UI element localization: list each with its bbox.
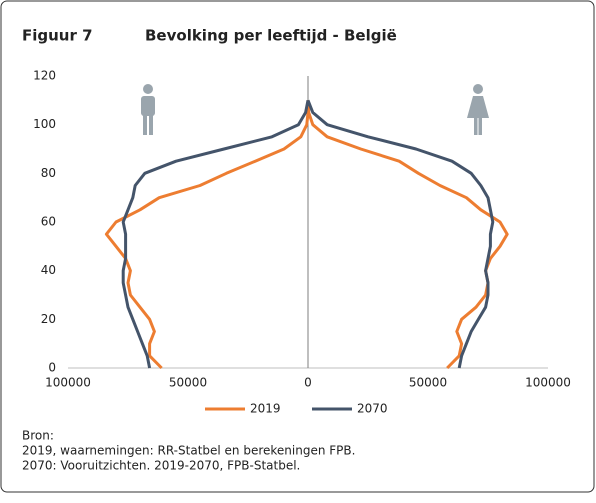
population-line — [121, 100, 310, 369]
figure-label: Figuur 7 — [22, 27, 93, 45]
x-tick-label: 50000 — [409, 376, 447, 390]
male-icon — [141, 84, 155, 135]
y-tick-label: 120 — [33, 69, 56, 83]
y-tick-label: 40 — [41, 263, 56, 277]
population-line — [306, 100, 509, 370]
y-tick-label: 60 — [41, 215, 56, 229]
legend-label: 2019 — [250, 402, 281, 416]
frame — [0, 0, 595, 493]
source: 2070: Vooruitzichten. 2019-2070, FPB-Sta… — [22, 459, 300, 473]
female-icon — [467, 84, 489, 135]
y-tick-label: 0 — [48, 361, 56, 375]
x-tick-label: 0 — [304, 376, 312, 390]
population-line — [306, 99, 495, 369]
chart-title: Bevolking per leeftijd - België — [145, 27, 397, 45]
x-tick-label: 100000 — [525, 376, 571, 390]
y-tick-label: 100 — [33, 117, 56, 131]
x-tick-label: 100000 — [45, 376, 91, 390]
x-tick-label: 50000 — [169, 376, 207, 390]
y-tick-label: 80 — [41, 166, 56, 180]
population-line — [104, 100, 310, 370]
source: 2019, waarnemingen: RR-Statbel en bereke… — [22, 444, 355, 458]
y-tick-label: 20 — [41, 312, 56, 326]
source: Bron: — [22, 429, 54, 443]
legend-label: 2070 — [357, 402, 388, 416]
